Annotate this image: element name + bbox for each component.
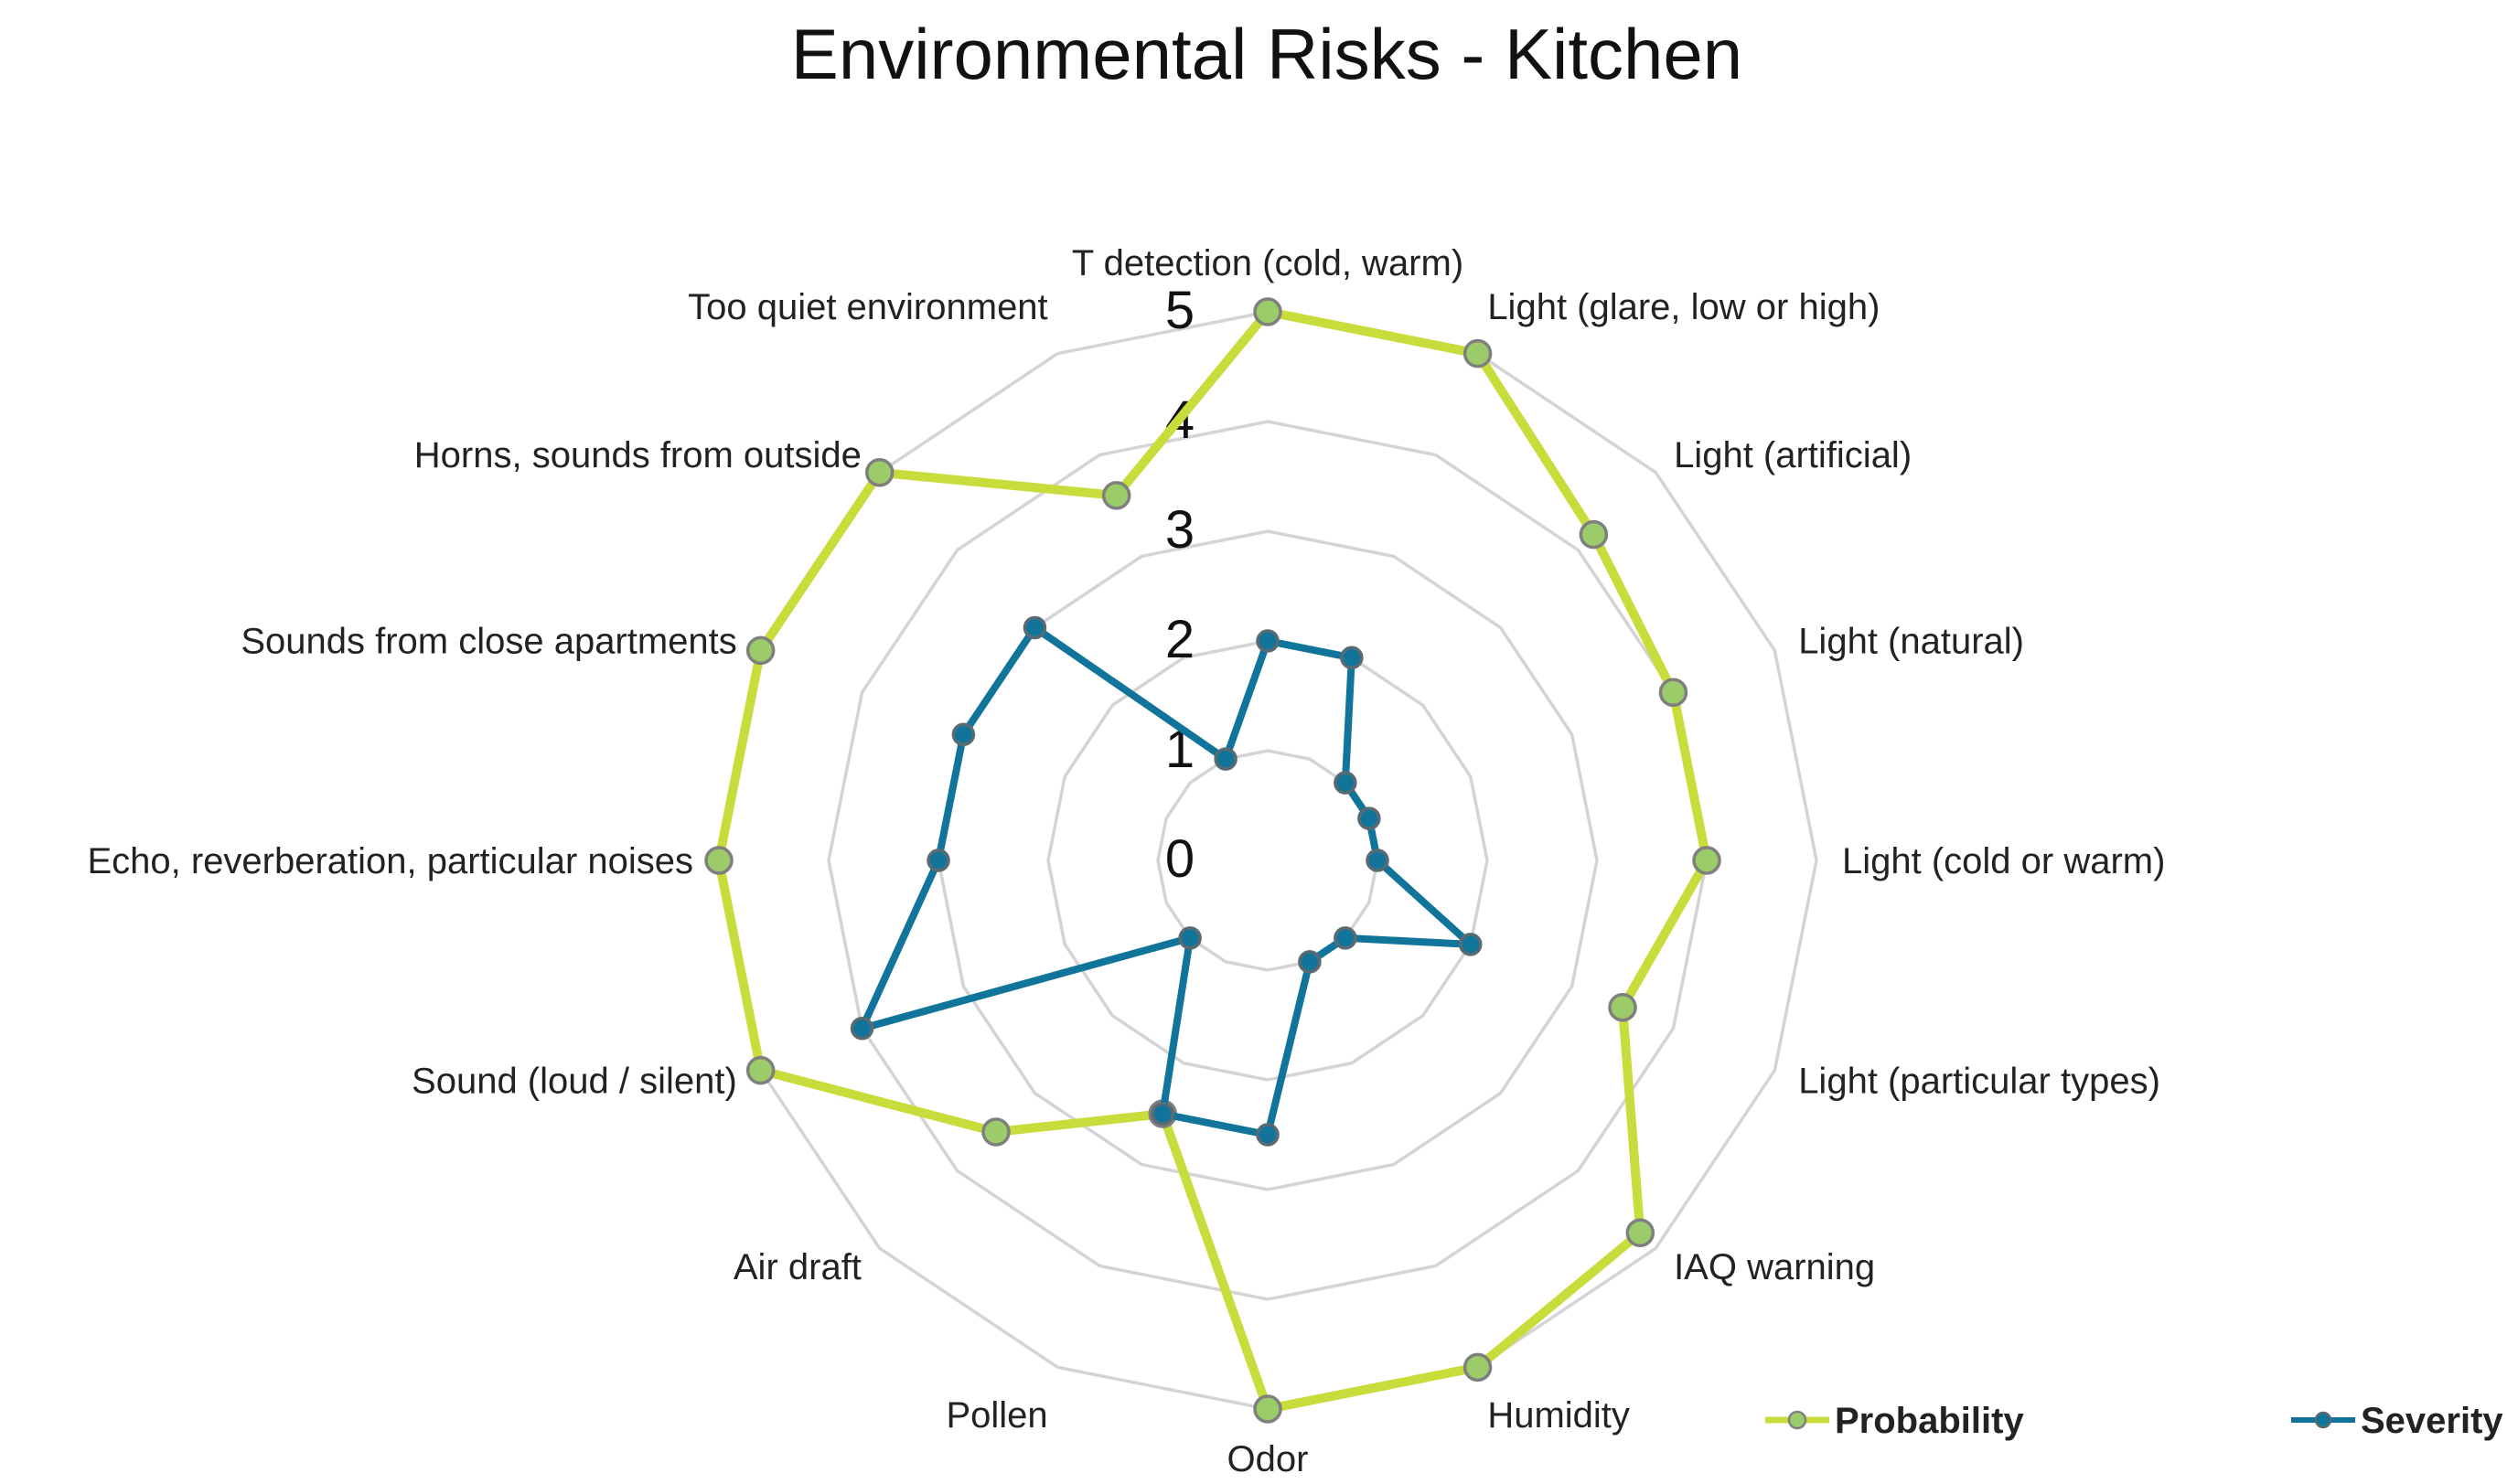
point-severity-7 [1298,950,1322,974]
legend-label-severity: Severity [2361,1401,2503,1441]
legend: Probability Severity [1765,1401,2503,1441]
grid-ring-2 [1046,639,1489,1082]
point-severity-6 [1334,926,1357,950]
category-label-14: Horns, sounds from outside [414,435,862,475]
point-probability-7 [1462,1352,1493,1383]
category-label-10: Air draft [734,1247,862,1287]
point-probability-12 [704,846,734,875]
point-severity-2 [1334,771,1357,795]
point-probability-10 [981,1117,1011,1147]
point-probability-2 [1579,519,1609,550]
tick-label-5: 5 [1165,281,1195,340]
point-severity-14 [1023,615,1047,640]
point-probability-1 [1462,338,1493,368]
point-severity-12 [927,849,950,872]
point-severity-3 [1357,806,1381,830]
category-label-5: Light (particular types) [1798,1061,2160,1101]
point-probability-6 [1625,1218,1655,1248]
point-severity-1 [1340,646,1364,670]
point-probability-0 [1253,297,1282,326]
point-severity-13 [951,722,976,746]
point-probability-13 [745,635,776,666]
legend-marker-probability [1787,1410,1807,1430]
category-label-0: T detection (cold, warm) [1072,243,1463,283]
point-severity-9 [1151,1102,1174,1126]
point-severity-4 [1366,849,1389,872]
category-label-2: Light (artificial) [1674,435,1912,475]
tick-label-0: 0 [1165,829,1195,889]
tick-label-2: 2 [1165,610,1195,669]
category-label-12: Echo, reverberation, particular noises [87,841,693,881]
category-labels: T detection (cold, warm) Light (glare, lo… [87,243,2165,1479]
category-label-13: Sounds from close apartments [241,622,736,662]
category-label-7: Humidity [1487,1395,1630,1436]
point-severity-0 [1256,629,1280,653]
point-probability-8 [1253,1394,1282,1424]
point-severity-15 [1214,747,1237,771]
point-probability-4 [1692,846,1721,875]
category-label-4: Light (cold or warm) [1842,841,2165,881]
category-label-9: Pollen [946,1395,1047,1436]
point-severity-8 [1256,1123,1280,1147]
point-severity-5 [1458,933,1483,956]
tick-label-3: 3 [1165,500,1195,560]
category-label-15: Too quiet environment [688,287,1048,327]
category-label-6: IAQ warning [1674,1247,1875,1287]
point-probability-3 [1658,678,1688,708]
point-severity-11 [850,1016,874,1041]
legend-marker-severity [2314,1411,2332,1429]
point-probability-5 [1608,992,1637,1022]
category-label-11: Sound (loud / silent) [412,1061,737,1101]
category-label-8: Odor [1227,1439,1309,1479]
category-label-3: Light (natural) [1798,622,2024,662]
series-group [704,297,1721,1424]
chart-title: Environmental Risks - Kitchen [790,14,1743,94]
point-probability-11 [745,1055,776,1085]
point-probability-15 [1101,481,1131,510]
category-label-1: Light (glare, low or high) [1487,287,1880,327]
grid-ring-4 [827,420,1709,1301]
legend-label-probability: Probability [1835,1401,2024,1441]
point-probability-14 [864,457,895,487]
point-severity-10 [1178,926,1202,950]
